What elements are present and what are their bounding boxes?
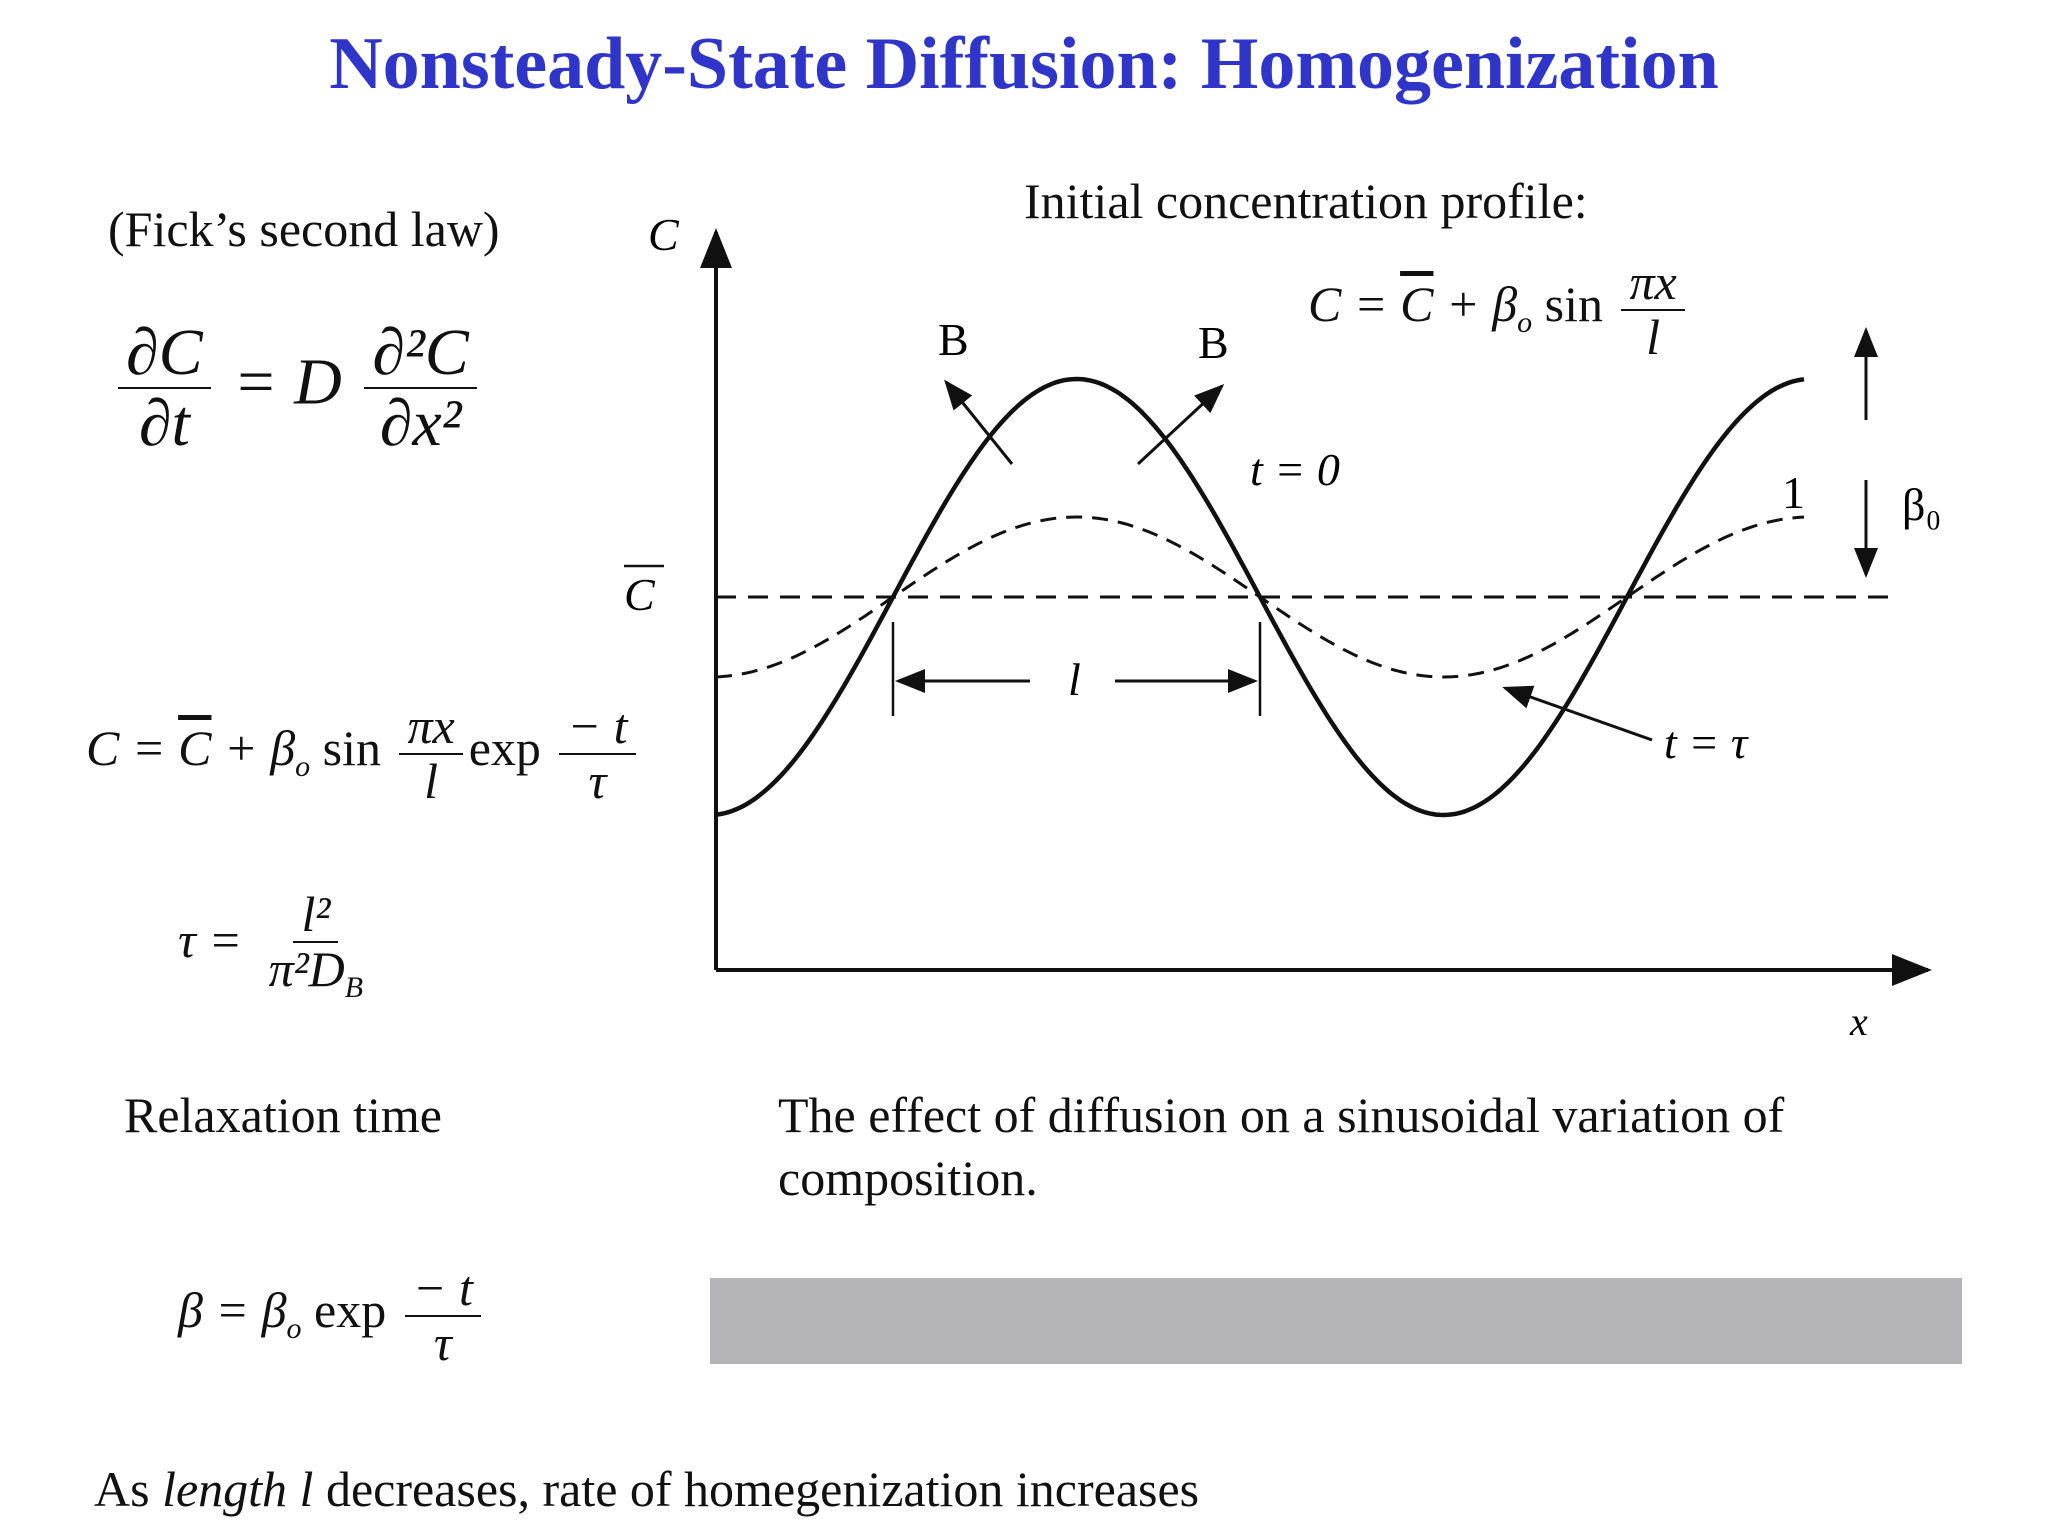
tau-lhs: τ = [178, 911, 243, 968]
beta-lhs-sub: o [286, 1311, 302, 1345]
solution-beta: + β [211, 719, 296, 776]
solution-frac2-denominator: τ [588, 752, 607, 809]
caption-line-1: The effect of diffusion on a sinusoidal … [778, 1087, 1785, 1143]
label-t0: t = 0 [1250, 444, 1340, 495]
t-tau-pointer [1502, 685, 1653, 742]
fick-lhs-denominator: ∂t [138, 387, 190, 461]
label-b-right: B [1198, 317, 1229, 368]
fick-rhs-denominator: ∂x² [379, 387, 462, 461]
caption-line-2: composition. [778, 1149, 1038, 1206]
flux-arrow-right [1136, 383, 1225, 466]
solution-frac2-numerator: − t [559, 700, 636, 755]
page-title: Nonsteady-State Diffusion: Homogenizatio… [329, 23, 1719, 105]
diagram-caption: The effect of diffusion on a sinusoidal … [778, 1084, 1784, 1209]
tau-equation: τ = l² π²DB [178, 888, 377, 1003]
footer-italic: length l [162, 1461, 314, 1517]
profile-sin: sin [1532, 275, 1603, 332]
relaxation-time-label: Relaxation time [124, 1087, 442, 1143]
solution-sin: sin [310, 719, 381, 776]
profile-beta: + β [1433, 275, 1518, 332]
footer-suffix: decreases, rate of homegenization increa… [313, 1461, 1200, 1517]
solution-frac1-numerator: πx [399, 700, 463, 755]
profile-equation: C = C + βo sin πx l [1308, 256, 1691, 363]
fick-equation: ∂C ∂t = D ∂²C ∂x² [112, 318, 483, 459]
beta-numerator: − t [404, 1262, 481, 1317]
label-t-tau: t = τ [1664, 717, 1749, 768]
profile-cbar: C [1400, 275, 1434, 332]
diagram-header: Initial concentration profile: [1024, 173, 1588, 229]
label-b-left: B [938, 314, 969, 365]
profile-beta-sub: o [1517, 305, 1533, 339]
curve-t-tau [715, 515, 1805, 679]
fick-law-label: (Fick’s second law) [108, 201, 500, 257]
cbar-label: C [624, 569, 656, 620]
fick-rhs-numerator: ∂²C [364, 318, 477, 390]
tau-denominator: π²D [268, 940, 345, 997]
footer-prefix: As [94, 1461, 163, 1517]
profile-numerator: πx [1621, 256, 1685, 311]
label-beta0: β₀ [1902, 479, 1941, 530]
y-axis-label: C [648, 209, 680, 260]
fick-equals-d: = D [233, 345, 342, 419]
grey-bar [710, 1278, 1962, 1364]
solution-exp: exp [468, 719, 541, 776]
footer-text: As length l decreases, rate of homegeniz… [94, 1460, 1199, 1518]
profile-denominator: l [1646, 308, 1661, 365]
solution-beta-sub: o [295, 749, 311, 783]
beta-denominator: τ [433, 1314, 452, 1371]
beta-lhs: β = β [178, 1281, 287, 1338]
profile-lhs: C = [1308, 275, 1401, 332]
solution-frac1-denominator: l [424, 752, 439, 809]
label-1: 1 [1782, 467, 1805, 518]
tau-denominator-sub: B [344, 970, 364, 1004]
fick-lhs-numerator: ∂C [118, 318, 211, 390]
beta-exp: exp [301, 1281, 387, 1338]
flux-arrow-left [944, 379, 1014, 465]
solution-cbar: C [178, 719, 212, 776]
x-axis-label: x [1849, 999, 1868, 1044]
label-l-dimension: l [1068, 654, 1081, 705]
tau-numerator: l² [293, 888, 339, 943]
solution-lhs: C = [86, 719, 179, 776]
